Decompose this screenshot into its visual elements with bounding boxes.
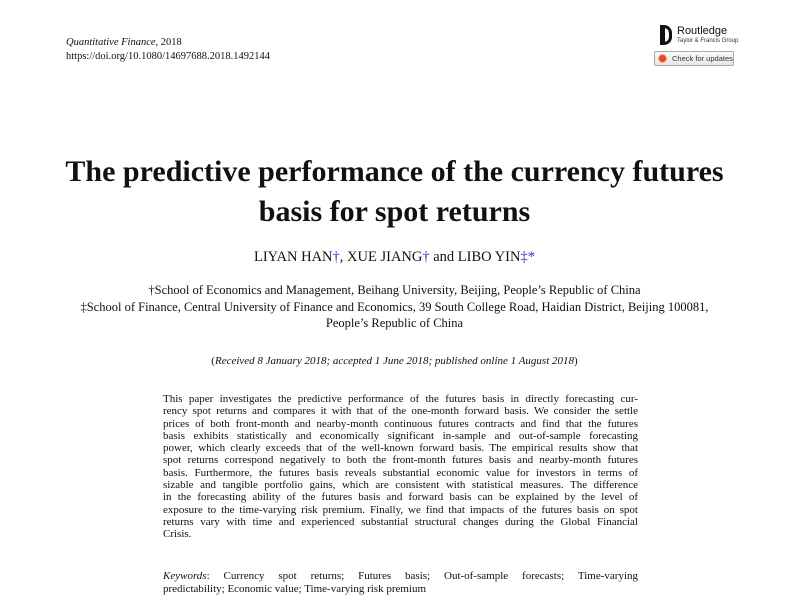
paper-title: The predictive performance of the curren… — [0, 152, 789, 232]
abstract-line: rency spot returns and compares it with … — [163, 405, 638, 418]
author-mark[interactable]: † — [332, 249, 340, 265]
affiliation: People’s Republic of China — [325, 316, 464, 330]
keywords-label: Keywords — [163, 570, 207, 582]
author-name: XUE JIANG — [347, 249, 423, 265]
publisher-name: Routledge — [677, 25, 728, 37]
title-line: The predictive performance of the curren… — [65, 155, 724, 188]
publisher-sub: Taylor & Francis Group — [677, 38, 739, 44]
keywords-text: predictability; Economic value; Time-var… — [163, 582, 427, 595]
paren: ) — [574, 355, 578, 367]
authors: LIYAN HAN†, XUE JIANG† and LIBO YIN‡* — [0, 249, 789, 266]
journal-header: Quantitative Finance, 2018 https://doi.o… — [66, 36, 270, 64]
author-mark[interactable]: † — [422, 249, 430, 265]
received-dates: (Received 8 January 2018; accepted 1 Jun… — [0, 355, 789, 367]
abstract-line: This paper investigates the predictive p… — [163, 393, 638, 405]
abstract-line: sizable and tangible portfolio gains, wh… — [163, 479, 638, 492]
abstract-line: basis exhibits statistically and economi… — [163, 429, 638, 442]
abstract: This paper investigates the predictive p… — [163, 393, 638, 541]
publisher-logo: Routledge Taylor & Francis Group — [660, 25, 738, 45]
author-separator: , — [339, 249, 348, 265]
journal-name: Quantitative Finance — [66, 37, 156, 48]
abstract-line: Crisis. — [163, 528, 192, 541]
abstract-line: exposure to the time-varying risk premiu… — [163, 503, 638, 516]
routledge-r-icon — [660, 25, 672, 45]
author-name: LIYAN HAN — [254, 249, 333, 265]
author-mark[interactable]: ‡* — [520, 249, 535, 265]
keywords: Keywords: Currency spot returns; Futures… — [163, 570, 638, 595]
affiliations: †School of Economics and Management, Bei… — [40, 282, 749, 332]
author-separator: and — [429, 249, 458, 265]
received-text: Received 8 January 2018; accepted 1 June… — [214, 355, 575, 367]
affiliation: ‡School of Finance, Central University o… — [80, 299, 709, 314]
author-name: LIBO YIN — [457, 249, 521, 265]
doi-link[interactable]: https://doi.org/10.1080/14697688.2018.14… — [66, 51, 270, 62]
title-line: basis for spot returns — [258, 195, 531, 228]
abstract-line: returns vary with time and experienced s… — [163, 515, 638, 528]
journal-year: , 2018 — [155, 37, 182, 48]
abstract-line: power, which clearly exceeds that of the… — [163, 442, 638, 455]
abstract-line: in the forecasting ability of the future… — [163, 491, 638, 504]
check-updates-label: Check for updates — [672, 54, 733, 63]
paren: ( — [211, 355, 215, 367]
abstract-line: basis. Furthermore, the futures basis re… — [163, 466, 638, 479]
abstract-line: spot returns correspond negatively to bo… — [163, 454, 638, 467]
crossmark-icon — [658, 54, 667, 63]
keywords-text: : Currency spot returns; Futures basis; … — [206, 570, 638, 582]
abstract-line: prices of both front-month and nearby-mo… — [163, 417, 638, 430]
check-for-updates-button[interactable]: Check for updates — [654, 51, 734, 66]
affiliation: †School of Economics and Management, Bei… — [148, 283, 641, 297]
